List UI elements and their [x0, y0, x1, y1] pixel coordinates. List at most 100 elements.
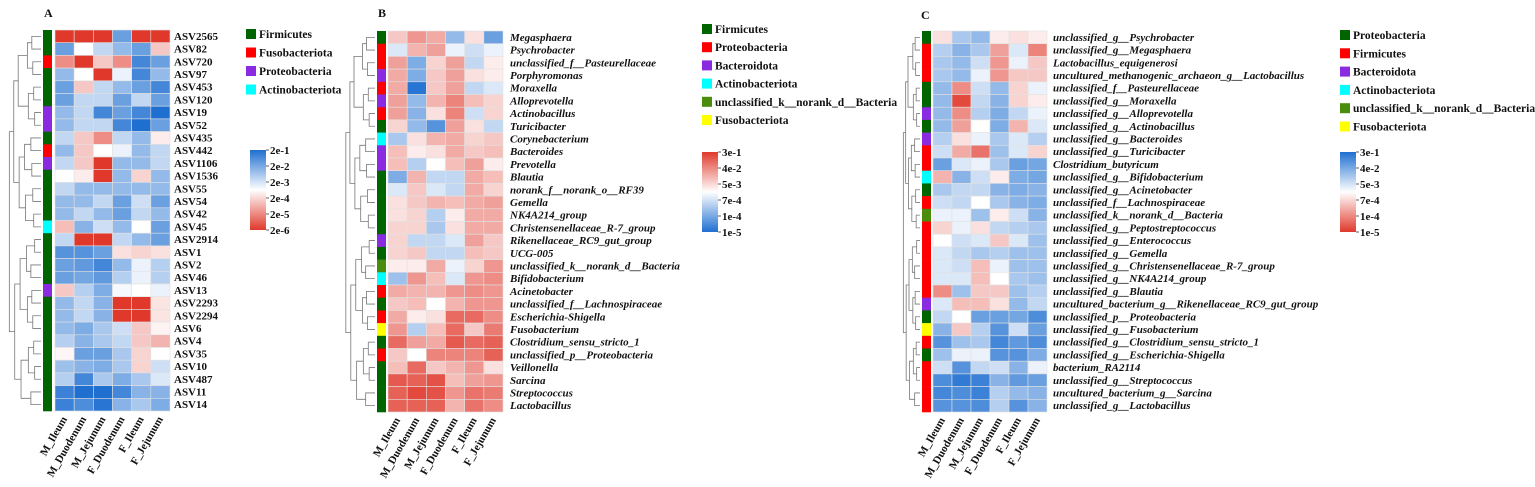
heatmap-cell	[989, 132, 1010, 146]
heatmap-cell	[426, 233, 446, 248]
row-label: Gemella	[510, 197, 548, 209]
heatmap-cell	[387, 94, 408, 108]
heatmap-cell	[387, 119, 408, 133]
heatmap-cell	[970, 106, 991, 121]
heatmap-cell	[73, 169, 94, 183]
heatmap-cell	[1008, 284, 1029, 298]
dendrogram-branch	[915, 214, 920, 229]
row-dendrogram	[902, 36, 920, 407]
phylum-color-cell	[43, 93, 52, 107]
heatmap-cell	[932, 297, 953, 311]
heatmap-cell	[1027, 284, 1048, 298]
heatmap-cell	[951, 30, 972, 44]
row-label: unclassified_p__Proteobacteria	[1053, 311, 1196, 323]
heatmap-cell	[406, 170, 427, 184]
dendrogram-branch	[914, 36, 920, 51]
heatmap-cell	[112, 29, 132, 43]
heatmap-cell	[54, 283, 75, 297]
dendrogram-branch	[32, 315, 41, 329]
heatmap-cell	[483, 195, 504, 210]
heatmap-cell	[426, 360, 446, 375]
colorbar-tick-label: 1e-5	[722, 227, 742, 239]
heatmap-cell	[970, 68, 991, 83]
dendrogram-branch	[366, 290, 375, 305]
heatmap-cell	[150, 296, 171, 310]
legend-swatch	[702, 24, 712, 34]
dendrogram-branch	[914, 265, 920, 280]
heatmap-cell	[970, 119, 991, 133]
heatmap-cell	[150, 397, 171, 412]
heatmap-cell	[464, 348, 485, 362]
heatmap-cell	[989, 208, 1010, 222]
heatmap-cell	[483, 145, 504, 159]
heatmap-cell	[131, 144, 152, 158]
row-label: Clostridium_butyricum	[1053, 159, 1159, 171]
heatmap-cell	[1027, 360, 1048, 375]
heatmap-cell	[464, 259, 485, 273]
row-label: unclassified_g__Enterococcus	[1053, 235, 1191, 247]
dendrogram-branch	[30, 264, 41, 279]
phylum-color-cell	[43, 131, 52, 145]
heatmap-cell	[1008, 170, 1029, 184]
panel-label: B	[378, 6, 386, 20]
heatmap-cell	[989, 221, 1010, 235]
heatmap-cell	[464, 373, 485, 387]
phylum-color-cell	[377, 373, 386, 387]
heatmap-cell	[970, 373, 991, 387]
heatmap-row: Turicibacter	[377, 119, 567, 133]
heatmap-cell	[989, 386, 1010, 400]
heatmap-cell	[464, 170, 485, 184]
row-label: Alloprevotella	[509, 95, 574, 107]
colorbar-tick-label: 5e-3	[1360, 179, 1380, 191]
heatmap-cell	[464, 335, 485, 349]
dendrogram-branch	[914, 392, 920, 407]
row-label: uncultured_methanogenic_archaeon_g__Lact…	[1053, 70, 1304, 82]
heatmap-cell	[93, 372, 113, 386]
heatmap-row: unclassified_g__Bifidobacterium	[922, 170, 1204, 184]
heatmap-cell	[989, 335, 1010, 349]
heatmap-cell	[1008, 56, 1029, 70]
heatmap-cell	[989, 30, 1010, 44]
heatmap-cell	[1008, 81, 1029, 95]
heatmap-row: uncultured_methanogenic_archaeon_g__Lact…	[922, 68, 1304, 83]
heatmap-cell	[1008, 119, 1029, 133]
row-label: Bacteroides	[509, 146, 563, 158]
heatmap-cell	[112, 80, 132, 94]
heatmap-cell	[73, 67, 94, 82]
heatmap-row: ASV2	[43, 258, 202, 272]
phylum-color-cell	[43, 245, 52, 259]
heatmap-cell	[73, 372, 94, 386]
row-label: ASV11	[174, 387, 206, 399]
phylum-color-cell	[43, 296, 52, 310]
legend-label: Firmicutes	[259, 29, 313, 41]
heatmap-cell	[54, 385, 75, 399]
heatmap-cell	[54, 347, 75, 361]
phylum-color-cell	[922, 69, 931, 83]
heatmap-cell	[932, 221, 953, 235]
heatmap-cell	[1008, 195, 1029, 210]
heatmap-row: ASV54	[43, 194, 208, 209]
heatmap-row: ASV442	[43, 144, 213, 158]
heatmap-cell	[1027, 322, 1048, 337]
heatmap-row: unclassified_g__Christensenellaceae_R-7_…	[922, 259, 1275, 273]
row-label: unclassified_g__Clostridium_sensu_strict…	[1053, 337, 1259, 349]
dendrogram-branch	[368, 240, 375, 254]
heatmap-cell	[426, 195, 446, 210]
heatmap-cell	[483, 43, 504, 57]
heatmap-cell	[445, 335, 465, 349]
row-label: ASV19	[174, 107, 208, 119]
heatmap-cell	[1027, 221, 1048, 235]
heatmap-row: unclassified_f__Lachnospiraceae	[922, 195, 1205, 210]
phylum-color-cell	[377, 31, 386, 44]
heatmap-cell	[426, 373, 446, 387]
row-label: Blautia	[509, 172, 544, 184]
legend-swatch	[1340, 66, 1350, 77]
heatmap-cell	[1008, 310, 1029, 324]
legend-swatch	[246, 66, 256, 76]
dendrogram-branch	[368, 367, 375, 381]
heatmap-cell	[483, 360, 504, 375]
heatmap-cell	[989, 106, 1010, 121]
phylum-color-cell	[377, 119, 386, 133]
heatmap-cell	[932, 360, 953, 375]
heatmap-cell	[970, 56, 991, 70]
